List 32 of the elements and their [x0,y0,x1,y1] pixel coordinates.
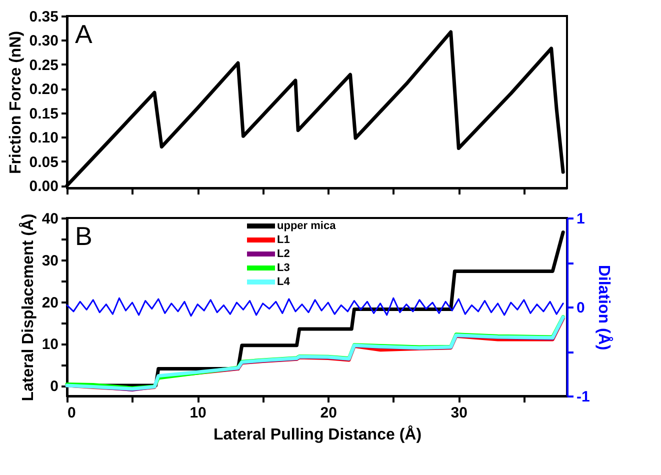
legend-label: L4 [277,276,291,288]
y-tick-label: 10 [42,336,58,354]
annotation: A [75,19,93,49]
y-tick-label: 0 [50,378,58,396]
y-tick-label: 0.15 [29,105,58,122]
legend-label: L2 [277,248,290,260]
line-series [66,297,564,317]
annotation: B [75,221,92,251]
y-tick-label: 0.30 [29,32,58,50]
y-tick-label: 0.00 [29,178,58,196]
x-tick-label: 0 [68,404,76,422]
y2-tick-label: -1 [576,388,590,406]
x-tick-label: 10 [190,404,206,422]
y-tick-label: 20 [42,294,58,312]
y2-axis-title: Dilation (Å) [594,264,614,350]
y-tick-label: 0.10 [29,130,58,147]
y2-tick-label: 1 [576,210,585,228]
y-tick-label: 30 [42,252,58,270]
legend-label: upper mica [277,220,337,232]
legend-label: L1 [277,234,290,246]
y-tick-label: 0.35 [29,8,58,26]
y-tick-label: 0.05 [29,154,58,171]
y-tick-label: 0.25 [29,56,58,74]
x-tick-label: 20 [320,404,337,422]
y2-tick-label: 0 [576,300,585,316]
y-axis-title: Friction Force (nN) [7,30,24,174]
y-axis-title: Lateral Displacement (Å) [18,214,37,402]
y-tick-label: 0.20 [29,81,58,98]
x-tick-label: 30 [450,404,468,422]
x-axis-title: Lateral Pulling Distance (Å) [213,424,422,444]
legend-label: L3 [277,262,290,274]
y-tick-label: 40 [42,210,58,228]
